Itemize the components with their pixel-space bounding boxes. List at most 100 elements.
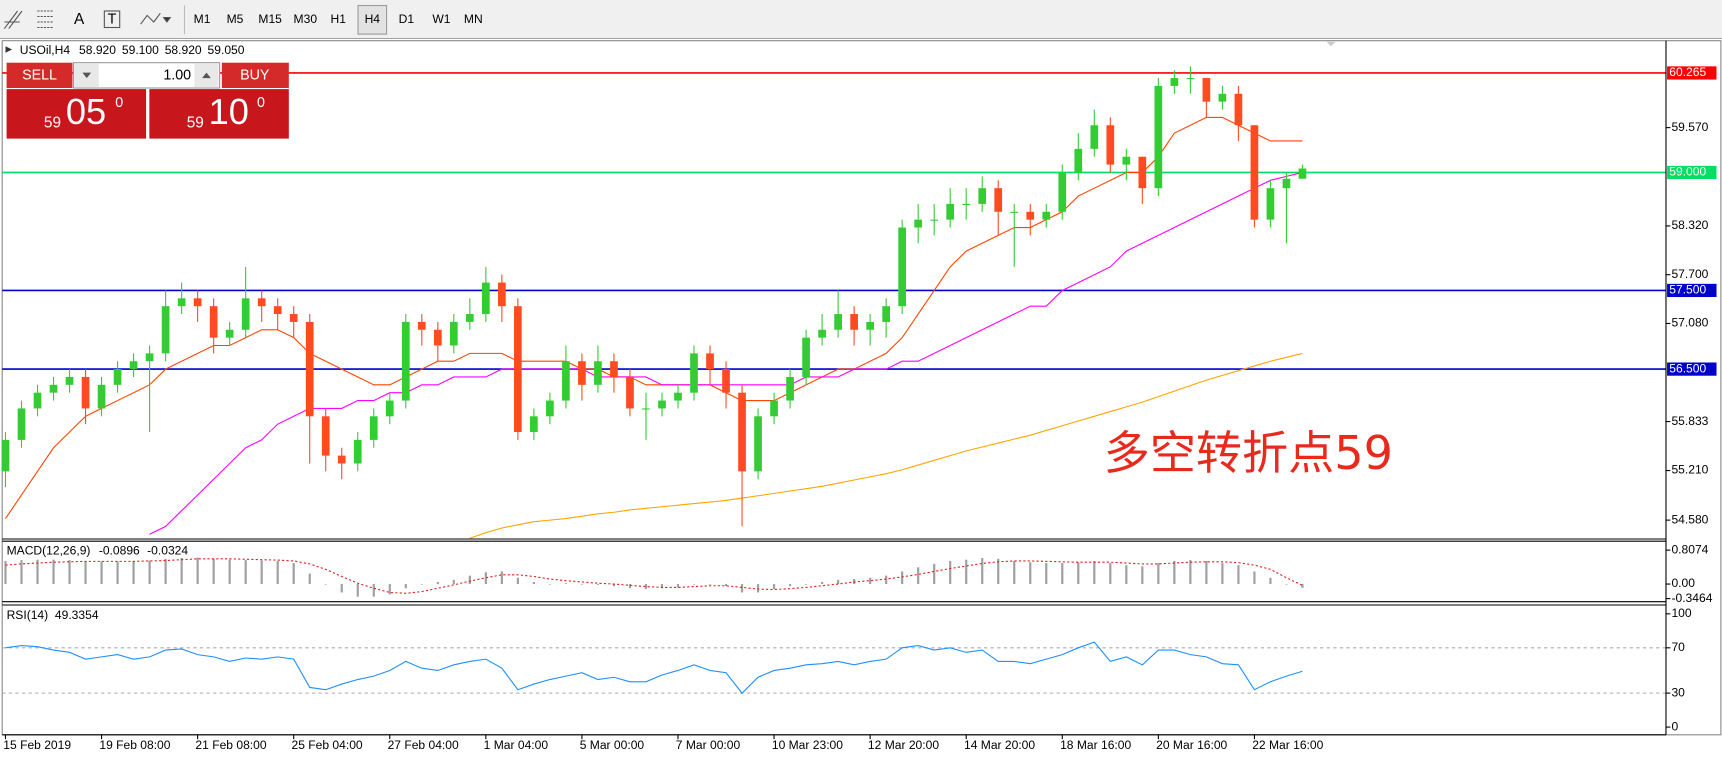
macd-bar [196, 557, 199, 585]
trade-panel: SELL 1.00 BUY 59 05 0 59 10 0 [6, 62, 289, 139]
macd-bar [772, 584, 776, 590]
sell-label[interactable]: SELL [22, 68, 57, 84]
candle-body [1250, 125, 1259, 220]
macd-bar [1141, 566, 1144, 585]
macd-bar [292, 563, 295, 585]
timeframe-button[interactable]: D1 [399, 12, 415, 26]
candle-body [834, 314, 842, 330]
candle-body [1058, 172, 1067, 212]
y-tick-label: 0.00 [1671, 576, 1695, 590]
candle-body [482, 282, 490, 315]
tool-icons [3, 10, 172, 29]
macd-bar [724, 584, 728, 587]
candle-body [754, 416, 762, 472]
macd-bar [1109, 563, 1112, 585]
candle-body [674, 392, 682, 401]
lot-value[interactable]: 1.00 [163, 68, 191, 84]
candle-body [514, 306, 522, 433]
candle-body [786, 376, 794, 401]
rsi-plot [2, 641, 1666, 694]
macd-bar [564, 583, 568, 585]
ask-box[interactable] [149, 89, 289, 139]
level-tag [1667, 66, 1717, 80]
label-tool[interactable]: T [108, 12, 117, 28]
buy-button[interactable] [221, 62, 289, 88]
macd-bar [740, 584, 744, 593]
ohlc-low: 58.920 [165, 43, 202, 57]
fibo-icon[interactable] [3, 10, 23, 29]
timeframe-button[interactable]: M5 [227, 12, 244, 26]
dropdown-icon[interactable] [162, 17, 172, 23]
candle-body [882, 306, 890, 322]
macd-bar [1205, 560, 1208, 585]
timeframe-button[interactable]: H4 [365, 12, 381, 26]
moving-average [469, 352, 1303, 539]
y-tick-label: 70 [1671, 640, 1685, 654]
macd-bar [52, 559, 55, 585]
level-tag [1667, 283, 1717, 298]
macd-bar [708, 584, 712, 585]
candle-body [353, 439, 362, 464]
macd-bar [676, 584, 680, 588]
bid-big: 59 [44, 114, 61, 131]
macd-bar [420, 584, 423, 585]
text-tool[interactable]: A [74, 11, 85, 28]
macd-bar [308, 573, 311, 585]
macd-bar [484, 572, 487, 585]
candle-body [1170, 78, 1179, 86]
macd-bar [516, 577, 519, 585]
bid-box[interactable] [6, 89, 147, 139]
macd-bar [388, 584, 391, 595]
timeframe-button[interactable]: M30 [294, 12, 318, 26]
macd-bar [869, 577, 872, 585]
shapes-icon[interactable] [140, 12, 161, 25]
symbol: USOil,H4 [20, 43, 71, 57]
macd-bar [821, 581, 824, 585]
grid-icon[interactable] [37, 10, 53, 29]
macd-bar [468, 575, 471, 585]
x-tick-label: 20 Mar 16:00 [1156, 738, 1227, 752]
candle-body [1106, 125, 1115, 165]
candle-body [225, 329, 234, 338]
macd-bar [837, 579, 840, 585]
candle-body [1234, 93, 1243, 126]
candle-body [433, 329, 442, 346]
timeframe-button[interactable]: H1 [331, 12, 347, 26]
macd-signal [5, 558, 1303, 594]
header-icon [5, 46, 13, 53]
moving-average [5, 116, 1303, 519]
candle-body [658, 400, 666, 409]
y-tick-label: 100 [1671, 606, 1691, 620]
bid-main: 05 [66, 91, 106, 132]
candle-body [369, 416, 378, 440]
macd-bar [965, 559, 968, 585]
candle-body [417, 321, 426, 330]
ask-main: 10 [209, 91, 249, 132]
candle-body [1, 439, 10, 472]
candle-body [1010, 211, 1019, 213]
macd-bar [212, 558, 215, 585]
macd-bar [933, 563, 936, 585]
ask-small: 0 [257, 95, 265, 111]
timeframe-button[interactable]: W1 [432, 12, 450, 26]
y-tick-label: 58.320 [1671, 218, 1708, 232]
buy-label[interactable]: BUY [240, 68, 270, 84]
candle-body [17, 408, 26, 440]
candle-body [1202, 78, 1211, 102]
candle-body [866, 321, 874, 330]
candle-body [1218, 93, 1227, 102]
macd-bar [1301, 584, 1304, 588]
timeframe-button[interactable]: M15 [258, 12, 282, 26]
macd-bar [180, 558, 183, 585]
macd-bar [612, 584, 616, 587]
macd-bar [1269, 577, 1272, 585]
macd-bar [756, 584, 760, 593]
timeframe-button[interactable]: M1 [194, 12, 211, 26]
candle-body [337, 455, 346, 464]
rsi-line [5, 641, 1303, 694]
x-tick-label: 18 Mar 16:00 [1060, 738, 1131, 752]
timeframe-button[interactable]: MN [464, 12, 483, 26]
macd-bar [324, 584, 327, 585]
y-tick-label: 0 [1671, 719, 1678, 733]
sell-button[interactable] [6, 62, 73, 88]
